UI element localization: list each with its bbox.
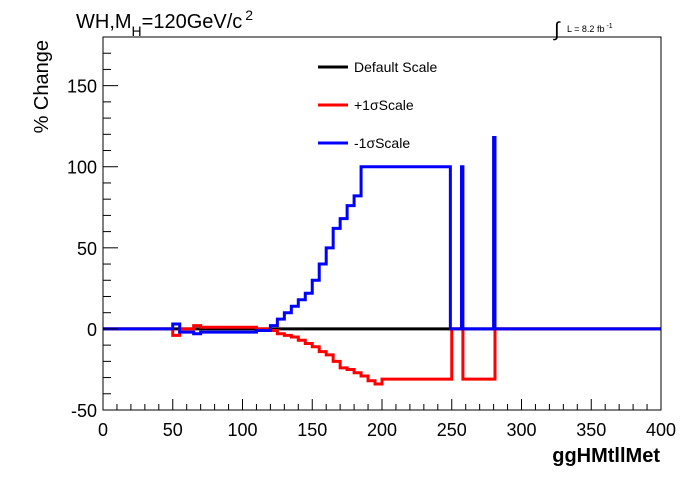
series-line-2 <box>103 136 661 336</box>
integral-symbol: ∫ <box>553 19 561 41</box>
x-tick-label: 100 <box>227 420 257 440</box>
y-tick-label: 100 <box>67 158 97 178</box>
x-tick-label: 200 <box>367 420 397 440</box>
x-tick-label: 250 <box>437 420 467 440</box>
x-tick-label: 350 <box>576 420 606 440</box>
legend-label-1: +1σScale <box>354 97 414 113</box>
x-tick-label: 300 <box>506 420 536 440</box>
legend-label-0: Default Scale <box>354 59 437 75</box>
chart-title: WH,MH=120GeV/c 2 <box>76 7 253 39</box>
luminosity-label: L = 8.2 fb -1 <box>567 23 613 34</box>
y-tick-label: -50 <box>71 401 97 421</box>
x-tick-label: 150 <box>297 420 327 440</box>
x-axis-label: ggHMtllMet <box>552 445 660 467</box>
y-tick-label: 0 <box>87 320 97 340</box>
y-tick-label: 150 <box>67 77 97 97</box>
series-line-1 <box>103 324 661 386</box>
legend: Default Scale +1σScale -1σScale <box>318 59 437 151</box>
x-tick-label: 50 <box>163 420 183 440</box>
series-layer <box>103 136 661 386</box>
y-axis-label: % Change <box>31 40 53 133</box>
y-tick-label: 50 <box>77 239 97 259</box>
x-tick-label: 400 <box>646 420 676 440</box>
x-tick-label: 0 <box>98 420 108 440</box>
legend-label-2: -1σScale <box>354 135 410 151</box>
